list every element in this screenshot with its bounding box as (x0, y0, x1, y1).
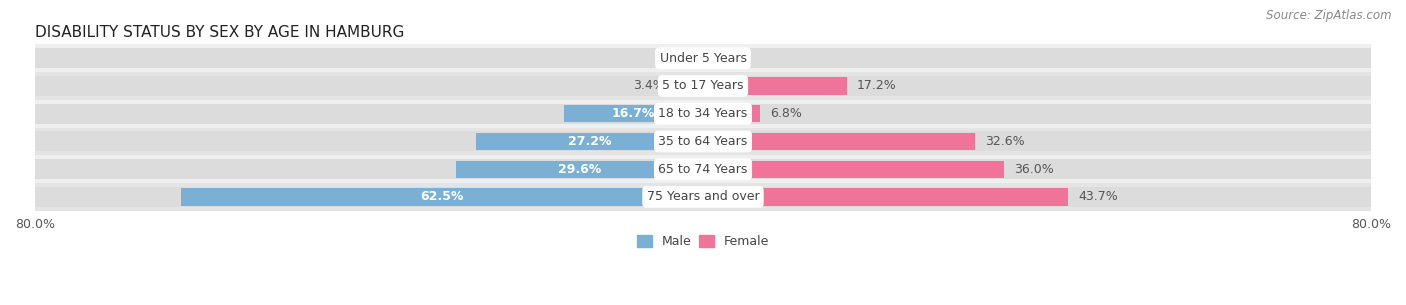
Bar (35, 183, 1371, 211)
Bar (564, 105, 703, 122)
Text: 62.5%: 62.5% (420, 190, 464, 203)
Text: 0.0%: 0.0% (661, 52, 693, 65)
Bar (456, 161, 703, 178)
Text: 75 Years and over: 75 Years and over (647, 190, 759, 203)
Text: Under 5 Years: Under 5 Years (659, 52, 747, 65)
Bar (181, 188, 703, 206)
Text: 43.7%: 43.7% (1078, 190, 1118, 203)
Text: DISABILITY STATUS BY SEX BY AGE IN HAMBURG: DISABILITY STATUS BY SEX BY AGE IN HAMBU… (35, 25, 405, 40)
Text: 36.0%: 36.0% (1014, 163, 1053, 176)
Bar (35, 100, 1371, 127)
Bar (35, 104, 1371, 124)
Bar (703, 188, 1069, 206)
Legend: Male, Female: Male, Female (631, 230, 775, 253)
Bar (35, 187, 1371, 207)
Text: 6.8%: 6.8% (770, 107, 801, 120)
Text: 16.7%: 16.7% (612, 107, 655, 120)
Bar (703, 105, 759, 122)
Text: 27.2%: 27.2% (568, 135, 612, 148)
Bar (35, 76, 1371, 96)
Bar (475, 133, 703, 150)
Bar (35, 131, 1371, 152)
Bar (35, 159, 1371, 179)
Bar (35, 45, 1371, 72)
Text: 35 to 64 Years: 35 to 64 Years (658, 135, 748, 148)
Text: 65 to 74 Years: 65 to 74 Years (658, 163, 748, 176)
Text: 17.2%: 17.2% (856, 80, 897, 92)
Text: 29.6%: 29.6% (558, 163, 600, 176)
Bar (703, 77, 846, 95)
Bar (35, 48, 1371, 68)
Text: 32.6%: 32.6% (986, 135, 1025, 148)
Bar (35, 72, 1371, 100)
Bar (35, 155, 1371, 183)
Text: 5 to 17 Years: 5 to 17 Years (662, 80, 744, 92)
Text: 3.4%: 3.4% (633, 80, 665, 92)
Bar (675, 77, 703, 95)
Text: 0.0%: 0.0% (713, 52, 745, 65)
Bar (703, 161, 1004, 178)
Bar (35, 127, 1371, 155)
Text: 18 to 34 Years: 18 to 34 Years (658, 107, 748, 120)
Text: Source: ZipAtlas.com: Source: ZipAtlas.com (1267, 9, 1392, 22)
Bar (703, 133, 976, 150)
